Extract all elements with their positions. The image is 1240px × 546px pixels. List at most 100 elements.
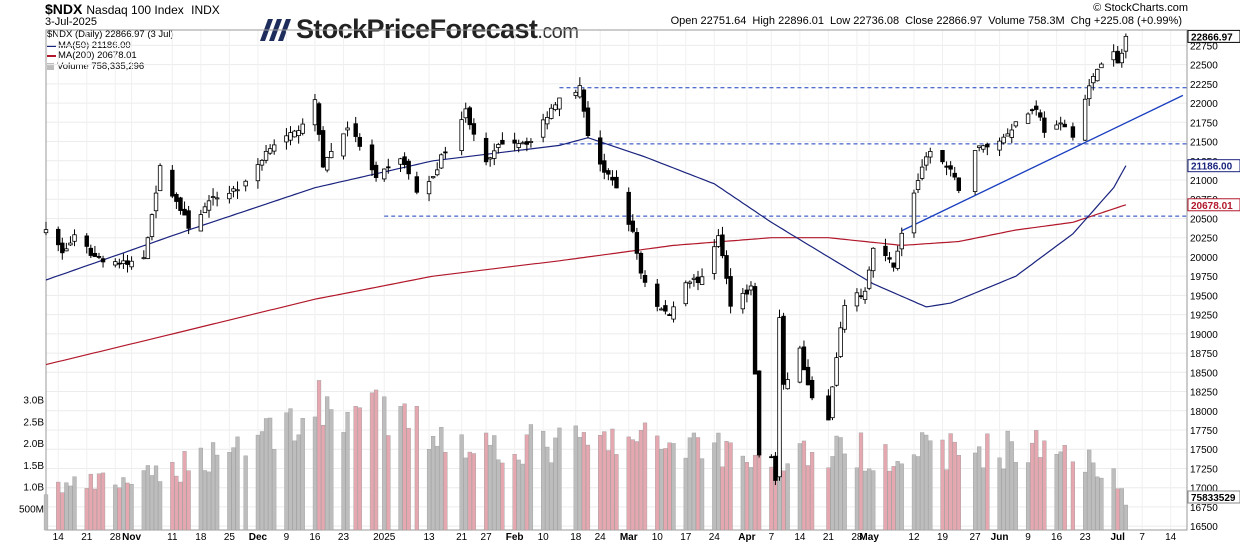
candle-body xyxy=(202,206,208,214)
volume-bar xyxy=(895,461,900,531)
volume-bar xyxy=(157,481,163,531)
candle-body xyxy=(756,370,762,456)
candle-body xyxy=(585,107,591,136)
volume-bar xyxy=(1030,442,1035,531)
legend-ma200-label: MA(200) 20678.01 xyxy=(58,50,137,61)
candle-body xyxy=(149,214,155,237)
candle-body xyxy=(1038,112,1043,118)
volume-bar xyxy=(341,432,346,531)
volume-bar xyxy=(398,406,403,531)
exchange-name: INDX xyxy=(191,3,220,17)
candle-body xyxy=(1001,136,1006,144)
volume-bar xyxy=(64,482,69,531)
date-tick-label: 14 xyxy=(1165,532,1177,543)
volume-bar xyxy=(545,446,550,531)
volume-bar xyxy=(1099,477,1104,531)
candle-body xyxy=(369,144,375,171)
volume-bar xyxy=(512,454,517,531)
candle-body xyxy=(557,97,562,110)
price-tick-label: 18500 xyxy=(1190,368,1218,379)
candle-body xyxy=(312,99,318,126)
volume-tick-label: 500M xyxy=(19,504,44,515)
ticker-symbol: $NDX xyxy=(45,1,83,17)
candle-body xyxy=(976,145,982,148)
volume-tick-label: 2.5B xyxy=(23,417,44,428)
volume-bar xyxy=(357,407,362,531)
candle-body xyxy=(153,192,159,212)
candle-body xyxy=(1029,109,1035,112)
date-tick-label: 28 xyxy=(851,532,863,543)
volume-axis: 500M 1.0B 1.5B 2.0B 2.5B 3.0B xyxy=(19,396,44,516)
candle-body xyxy=(809,379,815,399)
volume-bar xyxy=(113,484,118,531)
ohlc-summary: Open 22751.64 High 22896.01 Low 22736.08 Cl… xyxy=(671,15,1188,27)
candle-body xyxy=(895,250,900,269)
date-tick-label: 10 xyxy=(652,532,664,543)
candle-body xyxy=(944,165,949,168)
candle-body xyxy=(1005,133,1010,137)
candle-body xyxy=(1058,122,1063,125)
volume-bar xyxy=(426,449,432,531)
candle-body xyxy=(1099,63,1104,69)
candle-body xyxy=(174,193,179,202)
candle-body xyxy=(434,169,440,176)
candle-body xyxy=(129,260,134,268)
volume-bar xyxy=(810,452,815,531)
volume-bar xyxy=(431,436,436,531)
volume-bar xyxy=(1013,462,1018,531)
candle-body xyxy=(263,150,269,161)
volume-bar xyxy=(655,435,660,531)
candle-body xyxy=(1091,76,1096,84)
volume-bar xyxy=(630,439,635,531)
candle-body xyxy=(924,156,929,166)
date-tick-label: 7 xyxy=(1139,532,1145,543)
volume-bar xyxy=(1119,488,1124,531)
volume-bar xyxy=(585,444,591,531)
candle-body xyxy=(842,305,847,330)
volume-bar xyxy=(402,403,407,531)
volume-tick-label: 1.0B xyxy=(23,483,44,494)
candle-body xyxy=(100,258,106,263)
price-tick-label: 20000 xyxy=(1190,253,1218,264)
candle-body xyxy=(92,252,98,257)
volume-bar xyxy=(141,470,146,531)
volume-bar xyxy=(891,466,896,531)
candle-body xyxy=(871,247,876,272)
date-tick-label: 9 xyxy=(284,532,290,543)
date-tick-label: Mar xyxy=(620,532,638,543)
candle-body xyxy=(467,107,472,126)
ma200-tag-label: 20678.01 xyxy=(1191,201,1233,212)
volume-bar xyxy=(915,456,921,531)
volume-tag-label: 75833529 xyxy=(1191,493,1236,504)
copyright-notice: © StockCharts.com xyxy=(1093,2,1188,14)
volume-bar xyxy=(471,453,476,531)
logo-domain: .com xyxy=(537,21,579,43)
volume-bar xyxy=(695,437,701,531)
candle-body xyxy=(267,148,273,154)
date-tick-label: 16 xyxy=(1051,532,1063,543)
volume-bar xyxy=(84,488,89,531)
volume-bar xyxy=(716,432,721,531)
candle-body xyxy=(487,157,493,160)
candle-body xyxy=(492,150,497,159)
candle-body xyxy=(724,255,729,279)
price-tick-label: 16750 xyxy=(1190,503,1218,514)
value-tags: 22866.97 21186.00 20678.01 75833529 xyxy=(1187,29,1240,504)
candle-body xyxy=(801,346,807,371)
price-tick-label: 19750 xyxy=(1190,272,1218,283)
volume-tag-box xyxy=(1187,490,1240,504)
volume-bar xyxy=(316,380,322,531)
volume-bar xyxy=(117,487,122,531)
volume-bar xyxy=(386,435,391,531)
volume-bar xyxy=(292,440,297,531)
volume-bar xyxy=(414,406,419,531)
date-tick-label: 13 xyxy=(423,532,435,543)
candle-body xyxy=(985,143,990,148)
candle-body xyxy=(426,181,432,195)
date-tick-label: May xyxy=(859,532,879,543)
ohlc-label-close: Close xyxy=(905,15,937,27)
volume-bar xyxy=(862,470,868,531)
volume-bar xyxy=(541,430,546,531)
candle-body xyxy=(838,327,843,357)
ohlc-label-open: Open xyxy=(670,15,701,27)
